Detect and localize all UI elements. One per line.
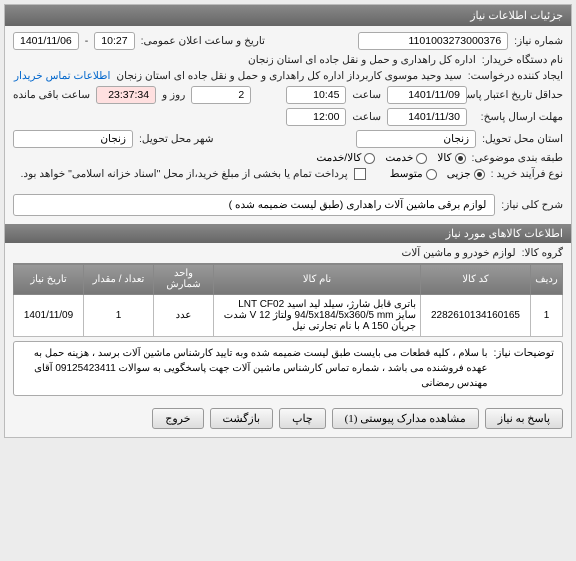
reply-button[interactable]: پاسخ به نیاز [485, 408, 563, 429]
radio-dot-icon [426, 169, 437, 180]
th-name: نام کالا [214, 264, 421, 295]
table-row[interactable]: 1 2282610134160165 باتری قابل شارژ، سیلد… [14, 295, 563, 337]
remain-label: ساعت باقی مانده [13, 89, 90, 101]
cell-code: 2282610134160165 [421, 295, 531, 337]
th-unit: واحد شمارش [154, 264, 214, 295]
public-datetime-label: تاریخ و ساعت اعلان عمومی: [141, 35, 265, 47]
contact-link[interactable]: اطلاعات تماس خریدار [14, 70, 110, 82]
validity-time: 12:00 [286, 108, 346, 126]
details-panel: جزئیات اطلاعات نیاز شماره نیاز: 11010032… [4, 4, 572, 438]
payment-note: پرداخت تمام یا بخشی از مبلغ خرید،از محل … [21, 168, 348, 180]
validity-label: مهلت ارسال پاسخ: [473, 111, 563, 123]
radio-dot-icon [474, 169, 485, 180]
th-idx: ردیف [531, 264, 563, 295]
city-label: شهر محل تحویل: [139, 133, 214, 145]
cell-name: باتری قابل شارژ، سیلد لید اسید LNT CF02 … [214, 295, 421, 337]
cell-qty: 1 [84, 295, 154, 337]
need-title-box: لوازم برقی ماشین آلات راهداری (طبق لیست … [13, 194, 495, 216]
goods-table: ردیف کد کالا نام کالا واحد شمارش تعداد /… [13, 263, 563, 337]
deadline-label: حداقل تاریخ اعتبار پاسخ؛ تا تاریخ: [473, 89, 563, 101]
category-label: طبقه بندی موضوعی: [472, 152, 563, 164]
remain-time: 23:37:34 [96, 86, 156, 104]
days-value: 2 [191, 86, 251, 104]
explain-text: با سلام ، کلیه قطعات می بایست طبق لیست ض… [22, 346, 488, 391]
radio-dot-icon [455, 153, 466, 164]
print-button[interactable]: چاپ [279, 408, 326, 429]
buyer-org-label: نام دستگاه خریدار: [482, 54, 563, 66]
radio-minor[interactable]: جزیی [447, 168, 485, 180]
need-no-value: 1101003273000376 [358, 32, 508, 50]
exit-button[interactable]: خروج [152, 408, 203, 429]
goods-group-value: لوازم خودرو و ماشین آلات [401, 247, 515, 259]
buyer-org-value: اداره کل راهداری و حمل و نقل جاده ای است… [248, 54, 476, 66]
table-header-row: ردیف کد کالا نام کالا واحد شمارش تعداد /… [14, 264, 563, 295]
radio-service[interactable]: خدمت [385, 152, 427, 164]
th-code: کد کالا [421, 264, 531, 295]
city-value: زنجان [13, 130, 133, 148]
deadline-time-label: ساعت [352, 89, 381, 101]
panel-title: جزئیات اطلاعات نیاز [5, 5, 571, 26]
back-button[interactable]: بازگشت [210, 408, 274, 429]
cell-date: 1401/11/09 [14, 295, 84, 337]
treasury-checkbox[interactable] [354, 168, 366, 180]
dash: - [85, 35, 89, 47]
creator-label: ایجاد کننده درخواست: [468, 70, 563, 82]
validity-time-label: ساعت [352, 111, 381, 123]
purchase-radio-group: جزیی متوسط [390, 168, 485, 180]
explanation-box: توضیحات نیاز: با سلام ، کلیه قطعات می با… [13, 341, 563, 396]
radio-goods-service[interactable]: کالا/خدمت [316, 152, 375, 164]
attachments-button[interactable]: مشاهده مدارک پیوستی (1) [332, 408, 479, 429]
province-label: استان محل تحویل: [482, 133, 563, 145]
deadline-time: 10:45 [286, 86, 346, 104]
validity-date: 1401/11/30 [387, 108, 467, 126]
deadline-date: 1401/11/09 [387, 86, 467, 104]
explain-label: توضیحات نیاز: [494, 346, 555, 391]
button-bar: پاسخ به نیاز مشاهده مدارک پیوستی (1) چاپ… [5, 400, 571, 437]
radio-goods[interactable]: کالا [437, 152, 465, 164]
days-label: روز و [162, 89, 185, 101]
cell-idx: 1 [531, 295, 563, 337]
need-no-label: شماره نیاز: [514, 35, 563, 47]
goods-section-title: اطلاعات کالاهای مورد نیاز [5, 224, 571, 243]
radio-dot-icon [416, 153, 427, 164]
province-value: زنجان [356, 130, 476, 148]
radio-dot-icon [364, 153, 375, 164]
public-time-value: 10:27 [94, 32, 134, 50]
goods-group-label: گروه کالا: [522, 247, 563, 259]
th-date: تاریخ نیاز [14, 264, 84, 295]
radio-medium[interactable]: متوسط [390, 168, 437, 180]
creator-value: سید وحید موسوی کاربرداز اداره کل راهداری… [116, 70, 461, 82]
category-radio-group: کالا خدمت کالا/خدمت [316, 152, 465, 164]
cell-unit: عدد [154, 295, 214, 337]
form-area: شماره نیاز: 1101003273000376 تاریخ و ساع… [5, 26, 571, 190]
th-qty: تعداد / مقدار [84, 264, 154, 295]
public-date-value: 1401/11/06 [13, 32, 79, 50]
purchase-type-label: نوع فرآیند خرید : [491, 168, 563, 180]
need-title-label: شرح کلی نیاز: [501, 199, 563, 211]
